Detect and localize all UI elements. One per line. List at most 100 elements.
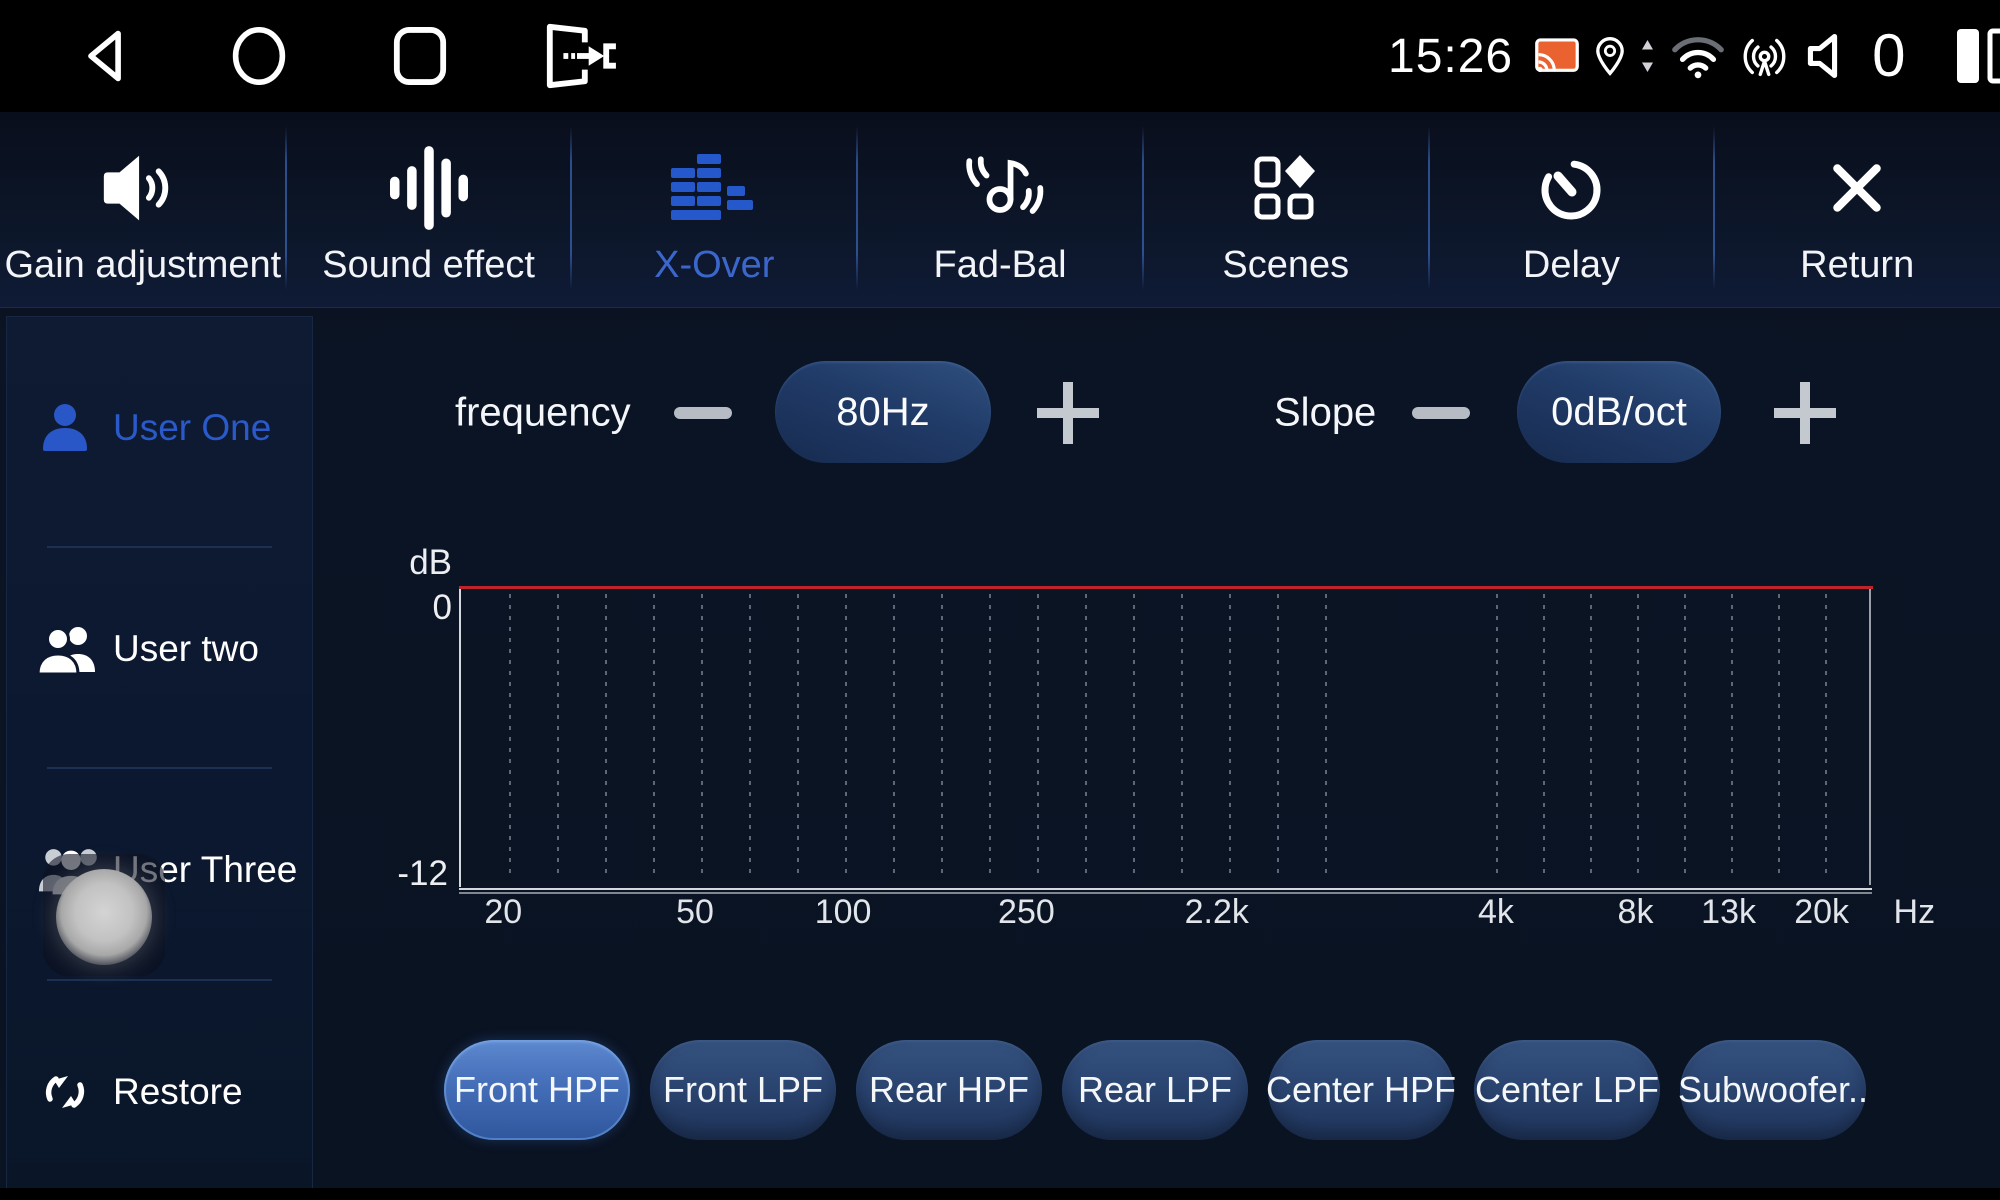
gridline bbox=[653, 594, 656, 879]
status-bar: 15:26 0 bbox=[0, 0, 2000, 112]
x-tick-8k: 8k bbox=[1617, 893, 1654, 931]
clock: 15:26 bbox=[1388, 29, 1514, 83]
filter-button-rear-lpf[interactable]: Rear LPF bbox=[1062, 1040, 1248, 1140]
sidebar-divider bbox=[47, 979, 272, 981]
x-tick-4k: 4k bbox=[1477, 893, 1514, 931]
sidebar-divider bbox=[47, 767, 272, 769]
timer-icon bbox=[1535, 134, 1607, 242]
gridline bbox=[797, 594, 799, 879]
sidebar-item-restore[interactable]: Restore bbox=[7, 1037, 308, 1147]
crossover-response-plot bbox=[459, 586, 1873, 890]
tab-label: Return bbox=[1800, 244, 1915, 286]
status-icon-group bbox=[1534, 30, 1855, 82]
filter-button-front-lpf[interactable]: Front LPF bbox=[650, 1040, 836, 1140]
gridline bbox=[1085, 594, 1088, 879]
gridline bbox=[1825, 594, 1828, 879]
gridline bbox=[940, 594, 943, 879]
status-indicators: 15:26 0 bbox=[1388, 0, 2000, 112]
tab-label: Fad-Bal bbox=[933, 244, 1067, 286]
sidebar-divider bbox=[47, 546, 272, 548]
home-circle-icon[interactable] bbox=[230, 25, 288, 87]
x-axis-line bbox=[459, 888, 1872, 890]
gridline bbox=[1133, 594, 1135, 879]
tab-return[interactable]: Return bbox=[1713, 112, 2000, 307]
updown-arrows-icon bbox=[1640, 39, 1655, 73]
gridline bbox=[1495, 594, 1498, 879]
slope-decrease-button[interactable] bbox=[1401, 373, 1481, 453]
tab-x-over[interactable]: X-Over bbox=[570, 112, 857, 307]
filter-button-subwoofer[interactable]: Subwoofer.. bbox=[1678, 1040, 1868, 1140]
x-tick-13k: 13k bbox=[1701, 893, 1756, 931]
filter-button-center-hpf[interactable]: Center HPF bbox=[1266, 1040, 1456, 1140]
gridline bbox=[1684, 594, 1687, 879]
frequency-label: frequency bbox=[455, 390, 631, 435]
gridline bbox=[1730, 594, 1733, 879]
tab-scenes[interactable]: Scenes bbox=[1141, 112, 1429, 307]
crossover-histogram-icon bbox=[671, 134, 757, 242]
exit-app-icon[interactable] bbox=[538, 21, 618, 91]
frequency-decrease-button[interactable] bbox=[663, 373, 743, 453]
tab-delay[interactable]: Delay bbox=[1427, 112, 1715, 307]
dsp-tab-bar: Gain adjustment Sound effect X-Over Fad-Bal… bbox=[0, 112, 2000, 308]
location-pin-icon bbox=[1595, 36, 1625, 77]
restore-icon bbox=[37, 1064, 113, 1120]
wifi-icon bbox=[1670, 34, 1726, 79]
plot-right-border bbox=[1869, 588, 1871, 885]
tab-label: Scenes bbox=[1222, 244, 1350, 286]
slope-label: Slope bbox=[1274, 390, 1377, 435]
filter-button-center-lpf[interactable]: Center LPF bbox=[1474, 1040, 1660, 1140]
x-tick-20: 20 bbox=[484, 893, 523, 931]
recents-square-icon[interactable] bbox=[392, 25, 448, 87]
speaker-gain-icon bbox=[96, 134, 190, 242]
user-preset-sidebar: User One User two User Three Restore bbox=[6, 316, 313, 1193]
tab-label: Delay bbox=[1522, 244, 1621, 286]
x-tick-50: 50 bbox=[676, 893, 714, 931]
gridline bbox=[1636, 594, 1639, 879]
back-icon[interactable] bbox=[78, 27, 132, 85]
y-axis-unit-label: dB bbox=[409, 543, 452, 582]
x-tick-100: 100 bbox=[814, 893, 872, 931]
tab-label: X-Over bbox=[654, 244, 775, 286]
sidebar-item-user-two[interactable]: User two bbox=[7, 594, 308, 704]
gridline bbox=[700, 594, 703, 879]
gridline bbox=[1229, 594, 1232, 879]
gridline bbox=[1180, 594, 1183, 879]
slope-increase-button[interactable] bbox=[1765, 373, 1845, 453]
split-screen-icon[interactable] bbox=[1955, 28, 2000, 84]
gridline bbox=[1036, 594, 1039, 879]
x-axis-unit-label: Hz bbox=[1893, 893, 1936, 931]
filter-button-front-hpf[interactable]: Front HPF bbox=[444, 1040, 630, 1140]
sidebar-item-label: Restore bbox=[113, 1071, 243, 1112]
tab-fad-bal[interactable]: Fad-Bal bbox=[856, 112, 1143, 307]
tab-sound-effect[interactable]: Sound effect bbox=[284, 112, 572, 307]
gridline bbox=[989, 594, 992, 879]
tab-label: Gain adjustment bbox=[4, 244, 282, 286]
note-balance-icon bbox=[954, 134, 1046, 242]
filter-button-rear-hpf[interactable]: Rear HPF bbox=[856, 1040, 1042, 1140]
gridline bbox=[1543, 594, 1546, 879]
tab-gain-adjustment[interactable]: Gain adjustment bbox=[0, 112, 286, 307]
volume-level: 0 bbox=[1872, 22, 1906, 89]
plus-icon bbox=[1037, 382, 1099, 444]
frequency-increase-button[interactable] bbox=[1028, 373, 1108, 453]
channel-filter-buttons: Front HPF Front LPF Rear HPF Rear LPF Center… bbox=[444, 1040, 1868, 1140]
volume-speaker-icon bbox=[1803, 30, 1855, 82]
bottom-bezel bbox=[0, 1188, 2000, 1200]
user-two-icon bbox=[37, 623, 113, 676]
gridline bbox=[1325, 594, 1328, 879]
gridline bbox=[893, 594, 896, 879]
frequency-value-display: 80Hz bbox=[775, 361, 991, 463]
touch-ripple-circle bbox=[56, 869, 152, 966]
gridline bbox=[1589, 594, 1592, 879]
sidebar-item-user-one[interactable]: User One bbox=[7, 373, 308, 483]
response-curve-0db bbox=[459, 586, 1873, 589]
close-x-icon bbox=[1826, 134, 1888, 242]
hotspot-icon bbox=[1741, 33, 1788, 80]
cast-icon bbox=[1534, 37, 1580, 76]
gridline bbox=[508, 594, 511, 879]
plus-icon bbox=[1774, 382, 1836, 444]
user-one-icon bbox=[37, 400, 113, 456]
y-axis-line bbox=[459, 588, 461, 887]
x-tick-2.2k: 2.2k bbox=[1184, 893, 1249, 931]
